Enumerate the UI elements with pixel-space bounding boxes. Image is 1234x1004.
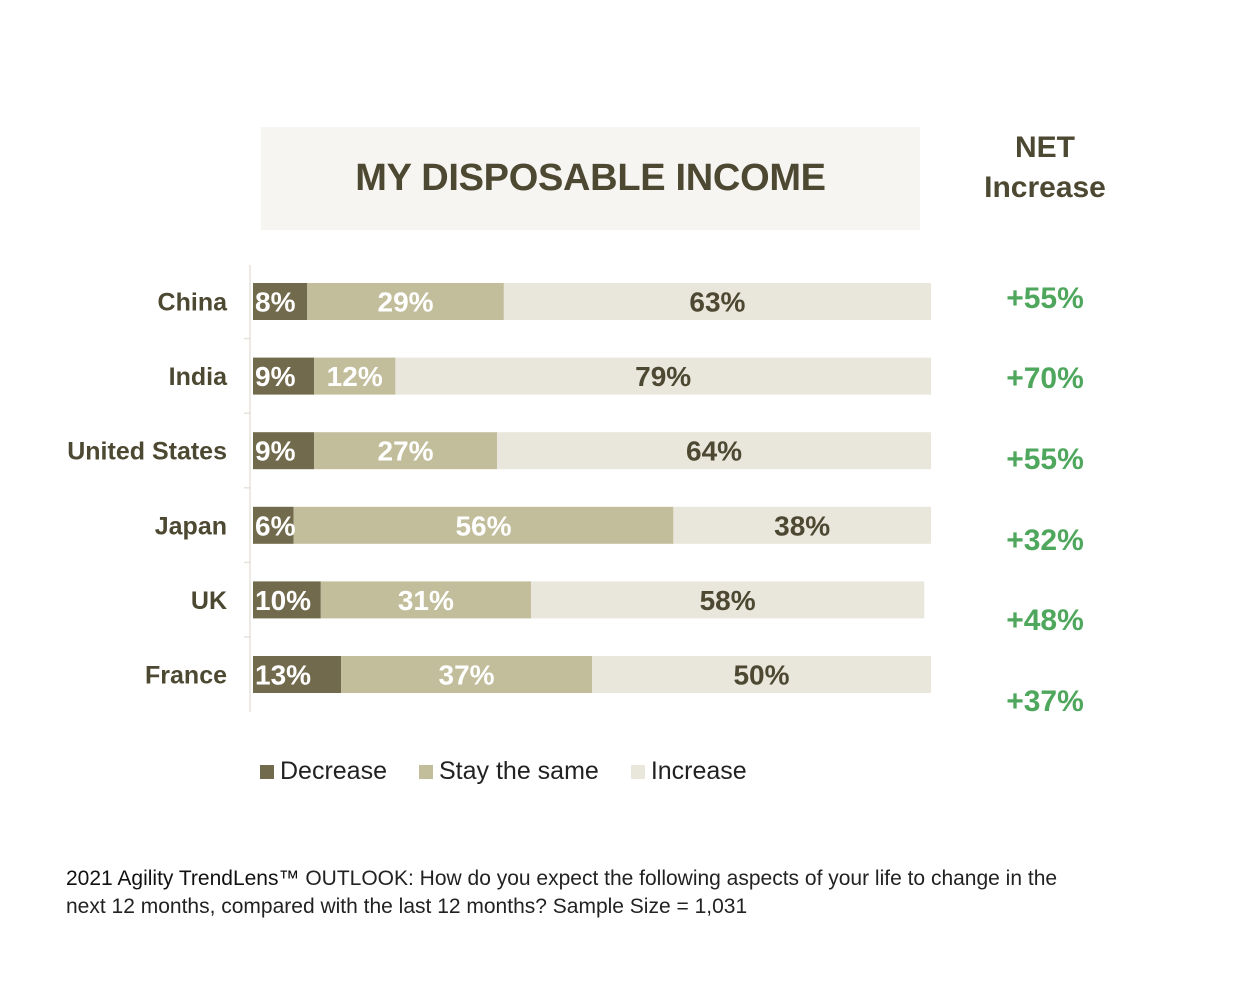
net-increase-value: +37%	[1006, 685, 1084, 718]
chart-title-box: MY DISPOSABLE INCOME	[261, 127, 920, 230]
net-increase-value: +55%	[1006, 443, 1084, 476]
data-label: 37%	[439, 660, 495, 691]
data-label: 12%	[327, 361, 383, 392]
net-increase-value: +48%	[1006, 604, 1084, 637]
bar-segment-stay-the-same	[314, 357, 396, 395]
data-label: 79%	[635, 361, 691, 392]
bar-segment-increase	[673, 506, 931, 544]
bar-segment-increase	[497, 432, 931, 470]
data-label: 9%	[255, 361, 296, 392]
data-label: 64%	[686, 436, 742, 467]
data-label: 31%	[398, 585, 454, 616]
legend-item-increase: Increase	[630, 757, 747, 786]
bar-segment-stay-the-same	[293, 506, 674, 544]
legend-swatch-decrease	[260, 764, 274, 779]
data-label: 10%	[255, 585, 311, 616]
net-increase-header: NET Increase	[960, 128, 1130, 208]
category-label: Japan	[155, 512, 227, 540]
footnote: 2021 Agility TrendLens™ OUTLOOK: How do …	[66, 865, 1086, 921]
bar-segment-decrease	[253, 506, 294, 544]
data-label: 27%	[378, 436, 434, 467]
footnote-brand: 2021 Agility TrendLens™	[66, 867, 300, 890]
bar-segment-decrease	[253, 283, 308, 320]
bar-segment-increase	[592, 656, 931, 693]
data-label: 29%	[378, 287, 434, 318]
bar-segment-decrease	[253, 656, 342, 693]
bar-segment-stay-the-same	[307, 283, 504, 320]
bar-segment-stay-the-same	[320, 581, 531, 619]
category-label: India	[169, 363, 228, 391]
category-label: China	[158, 289, 229, 317]
data-label: 50%	[733, 660, 789, 691]
data-label: 8%	[255, 287, 296, 318]
net-increase-value: +32%	[1006, 524, 1084, 557]
category-label: United States	[67, 438, 227, 466]
data-label: 9%	[255, 436, 296, 467]
category-label: France	[145, 662, 227, 690]
net-header-line-1: NET	[1015, 131, 1075, 164]
chart-title: MY DISPOSABLE INCOME	[355, 157, 826, 199]
bar-segment-increase	[503, 283, 931, 320]
bar-segment-stay-the-same	[314, 432, 498, 470]
bar-segment-increase	[395, 357, 931, 395]
data-label: 56%	[455, 510, 511, 541]
footnote-text: OUTLOOK: How do you expect the following…	[66, 867, 1058, 918]
bar-segment-decrease	[253, 432, 315, 470]
legend-label-increase: Increase	[650, 757, 747, 785]
legend-swatch-increase	[630, 764, 645, 779]
data-label: 13%	[255, 660, 311, 691]
legend-label-decrease: Decrease	[280, 757, 387, 785]
data-label: 6%	[255, 510, 296, 541]
bar-segment-decrease	[253, 357, 315, 395]
bar-segment-decrease	[253, 581, 321, 619]
net-increase-value: +55%	[1006, 282, 1084, 315]
legend-swatch-stay	[419, 764, 433, 779]
data-label: 58%	[700, 585, 756, 616]
legend-item-stay: Stay the same	[419, 757, 599, 786]
legend-item-decrease: Decrease	[260, 757, 387, 786]
net-header-line-2: Increase	[984, 171, 1106, 204]
net-increase-value: +70%	[1006, 362, 1084, 395]
category-label: UK	[191, 587, 227, 615]
legend-label-stay: Stay the same	[439, 757, 599, 785]
data-label: 63%	[689, 287, 745, 318]
bar-segment-stay-the-same	[341, 656, 592, 693]
data-label: 38%	[774, 510, 830, 541]
bar-segment-increase	[530, 581, 925, 619]
legend: Decrease Stay the same Increase	[260, 757, 779, 786]
